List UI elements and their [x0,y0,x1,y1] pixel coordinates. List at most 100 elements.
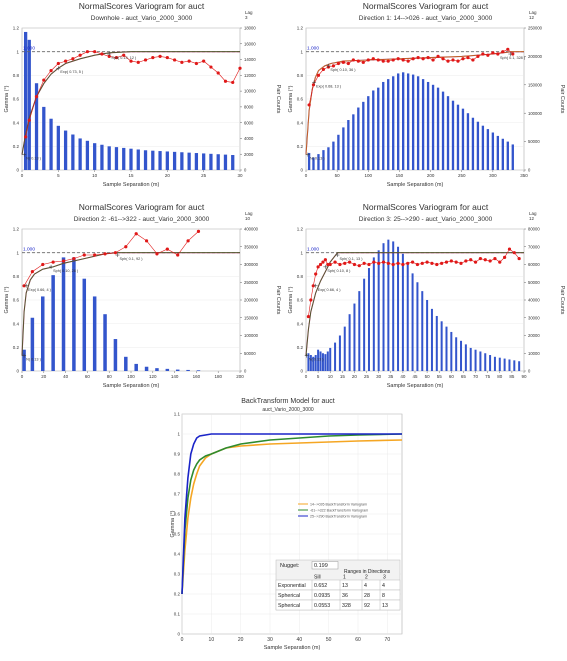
experimental-point [51,260,55,264]
x-tick-label: 0 [21,173,24,178]
direction-header: 2 [365,575,368,581]
experimental-point [386,59,390,63]
pair-count-bar [440,321,443,371]
experimental-point [336,61,340,66]
y-tick-label: 0.2 [297,144,304,149]
chart-subtitle: Direction 1: 14-->026 - auct_Vario_2000_… [359,15,493,22]
y-tick-label: 0.9 [174,452,181,457]
y-tick-label: 0 [16,369,19,374]
experimental-point [451,58,455,62]
pair-count-bar [377,87,380,170]
pair-count-bar [446,96,450,170]
y-tick-label: 0.2 [174,592,181,597]
y-tick-label: 0.6 [297,298,304,303]
x-tick-label: 60 [85,374,91,379]
experimental-point [85,50,89,54]
experimental-point [173,58,177,62]
pair-count-bar [484,353,487,371]
experimental-point [22,284,26,288]
pair-count-bar [348,314,351,371]
experimental-point [372,260,376,264]
pair-count-bar [51,275,55,371]
experimental-point [386,261,390,265]
experimental-point [498,260,502,264]
pair-count-bar [129,148,133,170]
x-tick-label: 60 [449,374,455,379]
x-tick-label: 30 [237,173,243,178]
pair-count-bar [367,268,370,371]
pair-count-bar [406,264,409,371]
pair-count-bar [377,250,380,371]
experimental-point [343,261,347,265]
experimental-point [134,232,138,236]
y-tick-label: 1 [300,49,303,54]
experimental-point [341,60,345,64]
experimental-point [511,52,515,56]
y-tick-label: 0.7 [174,492,181,497]
pair-count-bar [426,300,429,371]
y-tick-label: 0.4 [297,321,304,326]
x-tick-label: 200 [427,173,435,178]
lag-label: Lag [245,211,253,216]
experimental-point [431,58,435,62]
x-tick-label: 15 [340,374,346,379]
y-tick-label: 0 [300,369,303,374]
y-tick-label: 0.8 [297,274,304,279]
experimental-point [425,260,429,264]
y2-tick-label: 2000 [244,152,254,157]
pair-count-bar [165,151,169,170]
series-line [181,433,402,595]
legend-label: 14-->026 BackTransform Variogram [310,502,367,506]
experimental-point [435,262,439,267]
experimental-point [391,262,395,267]
table-cell: 28 [364,593,370,599]
experimental-point [34,95,39,99]
experimental-point [143,58,148,62]
pair-count-bar [231,155,235,170]
sill-header: Sill [314,575,321,581]
experimental-point [356,59,360,63]
table-cell: 0.0935 [314,593,330,599]
pair-count-bar [317,349,320,371]
x-tick-label: 0 [21,374,24,379]
nugget-field[interactable] [311,561,339,570]
experimental-point [71,57,75,61]
pair-count-bar [491,132,495,170]
pair-count-bar [506,141,509,170]
y-tick-label: 0.4 [13,120,20,125]
y-tick-label: 0.8 [13,73,20,78]
nugget-value: 0.199 [314,563,328,569]
pair-count-bar [151,150,155,170]
experimental-point [82,253,86,257]
experimental-point [114,55,119,60]
pair-count-bar [421,291,424,371]
x-axis-label: Sample Separation (m) [387,383,444,389]
x-tick-label: 60 [355,637,361,643]
pair-count-bar [165,368,170,371]
experimental-point [309,298,313,302]
x-tick-label: 85 [509,374,515,379]
pair-count-bar [327,147,330,170]
x-tick-label: 120 [149,374,157,379]
x-tick-label: 50 [335,173,341,178]
pair-count-bar [367,96,370,170]
x-tick-label: 100 [127,374,135,379]
annotation-label: Sph( 0.1, 13 ) [339,257,363,261]
pair-count-bar [326,351,329,371]
pair-count-bar [469,347,472,371]
pair-count-bar [501,138,504,170]
experimental-point [64,59,68,63]
pair-count-bar [144,366,149,371]
x-tick-label: 20 [41,374,47,379]
experimental-point [338,262,342,267]
pair-count-bar [307,353,310,371]
annotation-label: Sph( 0.10, 28 ) [53,269,79,273]
experimental-point [314,272,318,276]
x-tick-label: 25 [201,173,207,178]
variogram-panel-downhole: NormalScores Variogram for auct Downhole … [0,0,283,200]
pair-count-bar [113,339,118,371]
table-cell: 0.0553 [314,603,330,609]
table-cell: 4 [364,583,367,589]
pair-count-bar [194,153,199,170]
y2-tick-label: 250000 [244,280,259,285]
